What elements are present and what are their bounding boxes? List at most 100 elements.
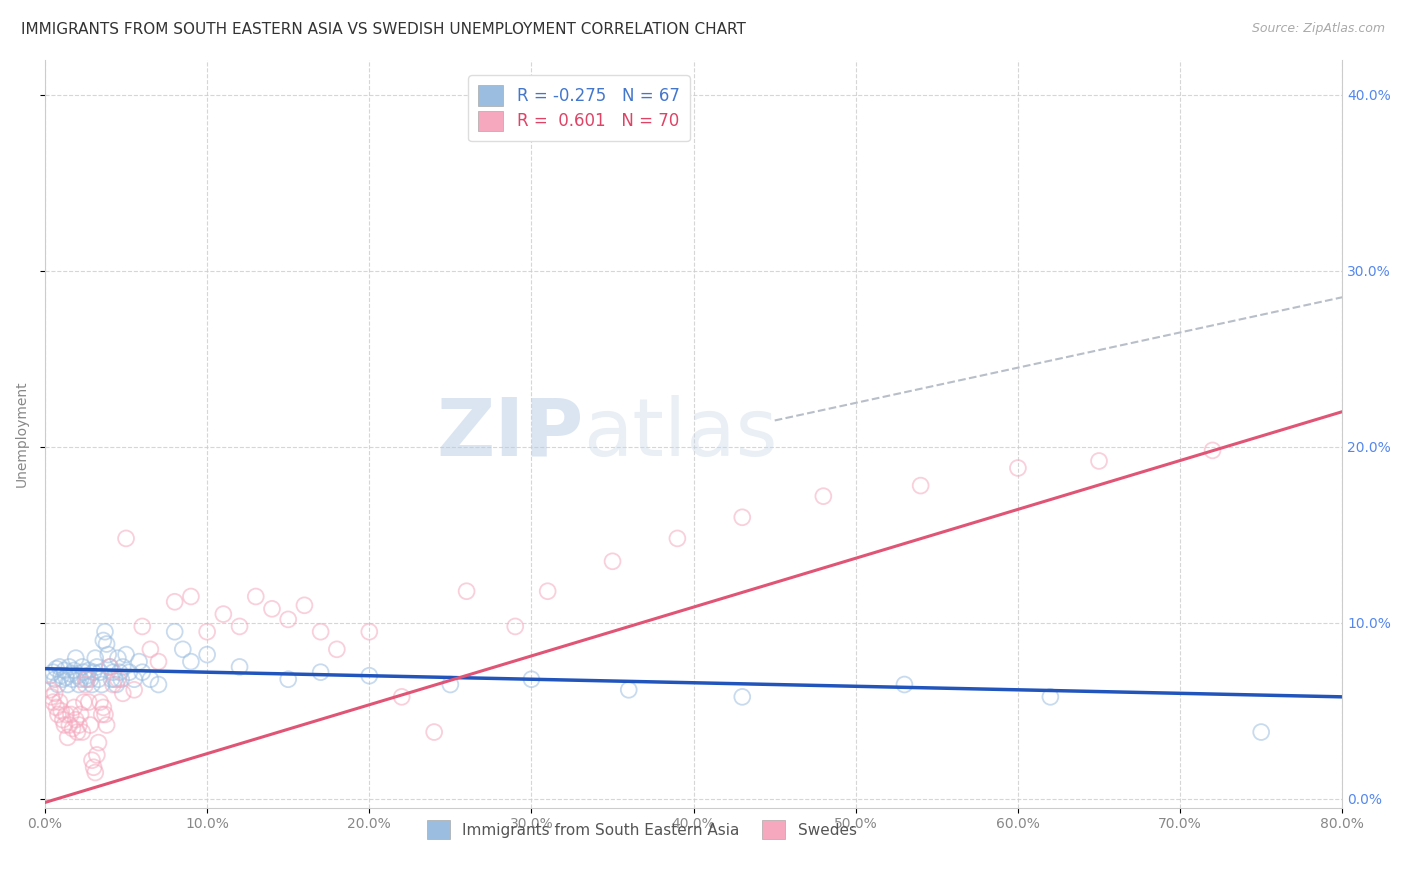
Point bbox=[1201, 443, 1223, 458]
Point bbox=[63, 700, 86, 714]
Point bbox=[128, 655, 150, 669]
Legend: Immigrants from South Eastern Asia, Swedes: Immigrants from South Eastern Asia, Swed… bbox=[420, 814, 863, 845]
Point bbox=[67, 718, 90, 732]
Point bbox=[59, 667, 82, 681]
Point bbox=[55, 707, 77, 722]
Point bbox=[1088, 454, 1111, 468]
Point bbox=[58, 660, 80, 674]
Point bbox=[89, 665, 111, 680]
Point bbox=[41, 690, 63, 704]
Point bbox=[180, 590, 202, 604]
Point bbox=[97, 648, 120, 662]
Point bbox=[63, 664, 86, 678]
Point bbox=[72, 660, 94, 674]
Point bbox=[44, 686, 66, 700]
Point bbox=[83, 760, 105, 774]
Point bbox=[56, 677, 79, 691]
Point bbox=[96, 718, 118, 732]
Point bbox=[731, 510, 754, 524]
Point bbox=[69, 707, 91, 722]
Point bbox=[93, 633, 115, 648]
Point bbox=[104, 672, 127, 686]
Point bbox=[309, 624, 332, 639]
Text: IMMIGRANTS FROM SOUTH EASTERN ASIA VS SWEDISH UNEMPLOYMENT CORRELATION CHART: IMMIGRANTS FROM SOUTH EASTERN ASIA VS SW… bbox=[21, 22, 747, 37]
Point bbox=[87, 672, 110, 686]
Point bbox=[163, 595, 186, 609]
Point bbox=[1007, 461, 1029, 475]
Point bbox=[86, 660, 108, 674]
Point bbox=[122, 672, 145, 686]
Point bbox=[89, 695, 111, 709]
Point bbox=[79, 672, 101, 686]
Point bbox=[38, 669, 60, 683]
Point bbox=[456, 584, 478, 599]
Point bbox=[910, 478, 932, 492]
Point bbox=[105, 677, 128, 691]
Point bbox=[893, 677, 915, 691]
Point bbox=[93, 700, 115, 714]
Point bbox=[110, 672, 132, 686]
Point bbox=[96, 637, 118, 651]
Y-axis label: Unemployment: Unemployment bbox=[15, 380, 30, 487]
Text: ZIP: ZIP bbox=[436, 394, 583, 473]
Point bbox=[108, 665, 131, 680]
Point bbox=[148, 655, 170, 669]
Point bbox=[52, 713, 75, 727]
Point bbox=[122, 682, 145, 697]
Point bbox=[195, 624, 218, 639]
Point bbox=[94, 707, 117, 722]
Point bbox=[115, 648, 138, 662]
Point bbox=[51, 669, 73, 683]
Point bbox=[77, 695, 100, 709]
Point bbox=[62, 722, 84, 736]
Point bbox=[139, 642, 162, 657]
Point bbox=[731, 690, 754, 704]
Point bbox=[87, 736, 110, 750]
Point bbox=[75, 672, 97, 686]
Point bbox=[245, 590, 267, 604]
Point bbox=[62, 672, 84, 686]
Point bbox=[69, 672, 91, 686]
Point bbox=[359, 624, 381, 639]
Point bbox=[53, 718, 76, 732]
Point bbox=[359, 669, 381, 683]
Point bbox=[67, 677, 90, 691]
Point bbox=[228, 619, 250, 633]
Point bbox=[163, 624, 186, 639]
Point bbox=[1250, 725, 1272, 739]
Point bbox=[55, 671, 77, 685]
Point bbox=[79, 718, 101, 732]
Point bbox=[101, 665, 124, 680]
Text: atlas: atlas bbox=[583, 394, 778, 473]
Point bbox=[1039, 690, 1062, 704]
Point bbox=[42, 695, 65, 709]
Point bbox=[195, 648, 218, 662]
Point bbox=[101, 677, 124, 691]
Point bbox=[111, 686, 134, 700]
Point bbox=[44, 672, 66, 686]
Point bbox=[172, 642, 194, 657]
Point bbox=[423, 725, 446, 739]
Point bbox=[51, 704, 73, 718]
Point bbox=[602, 554, 624, 568]
Point bbox=[391, 690, 413, 704]
Point bbox=[131, 619, 153, 633]
Point bbox=[84, 765, 107, 780]
Point bbox=[77, 664, 100, 678]
Point bbox=[65, 651, 87, 665]
Point bbox=[52, 672, 75, 686]
Point bbox=[56, 731, 79, 745]
Point bbox=[75, 677, 97, 691]
Point bbox=[617, 682, 640, 697]
Point bbox=[90, 707, 112, 722]
Point bbox=[80, 753, 103, 767]
Point bbox=[148, 677, 170, 691]
Point bbox=[180, 655, 202, 669]
Point bbox=[46, 677, 69, 691]
Point bbox=[115, 532, 138, 546]
Point bbox=[46, 707, 69, 722]
Point bbox=[76, 669, 98, 683]
Point bbox=[212, 607, 235, 621]
Point bbox=[813, 489, 835, 503]
Point bbox=[139, 672, 162, 686]
